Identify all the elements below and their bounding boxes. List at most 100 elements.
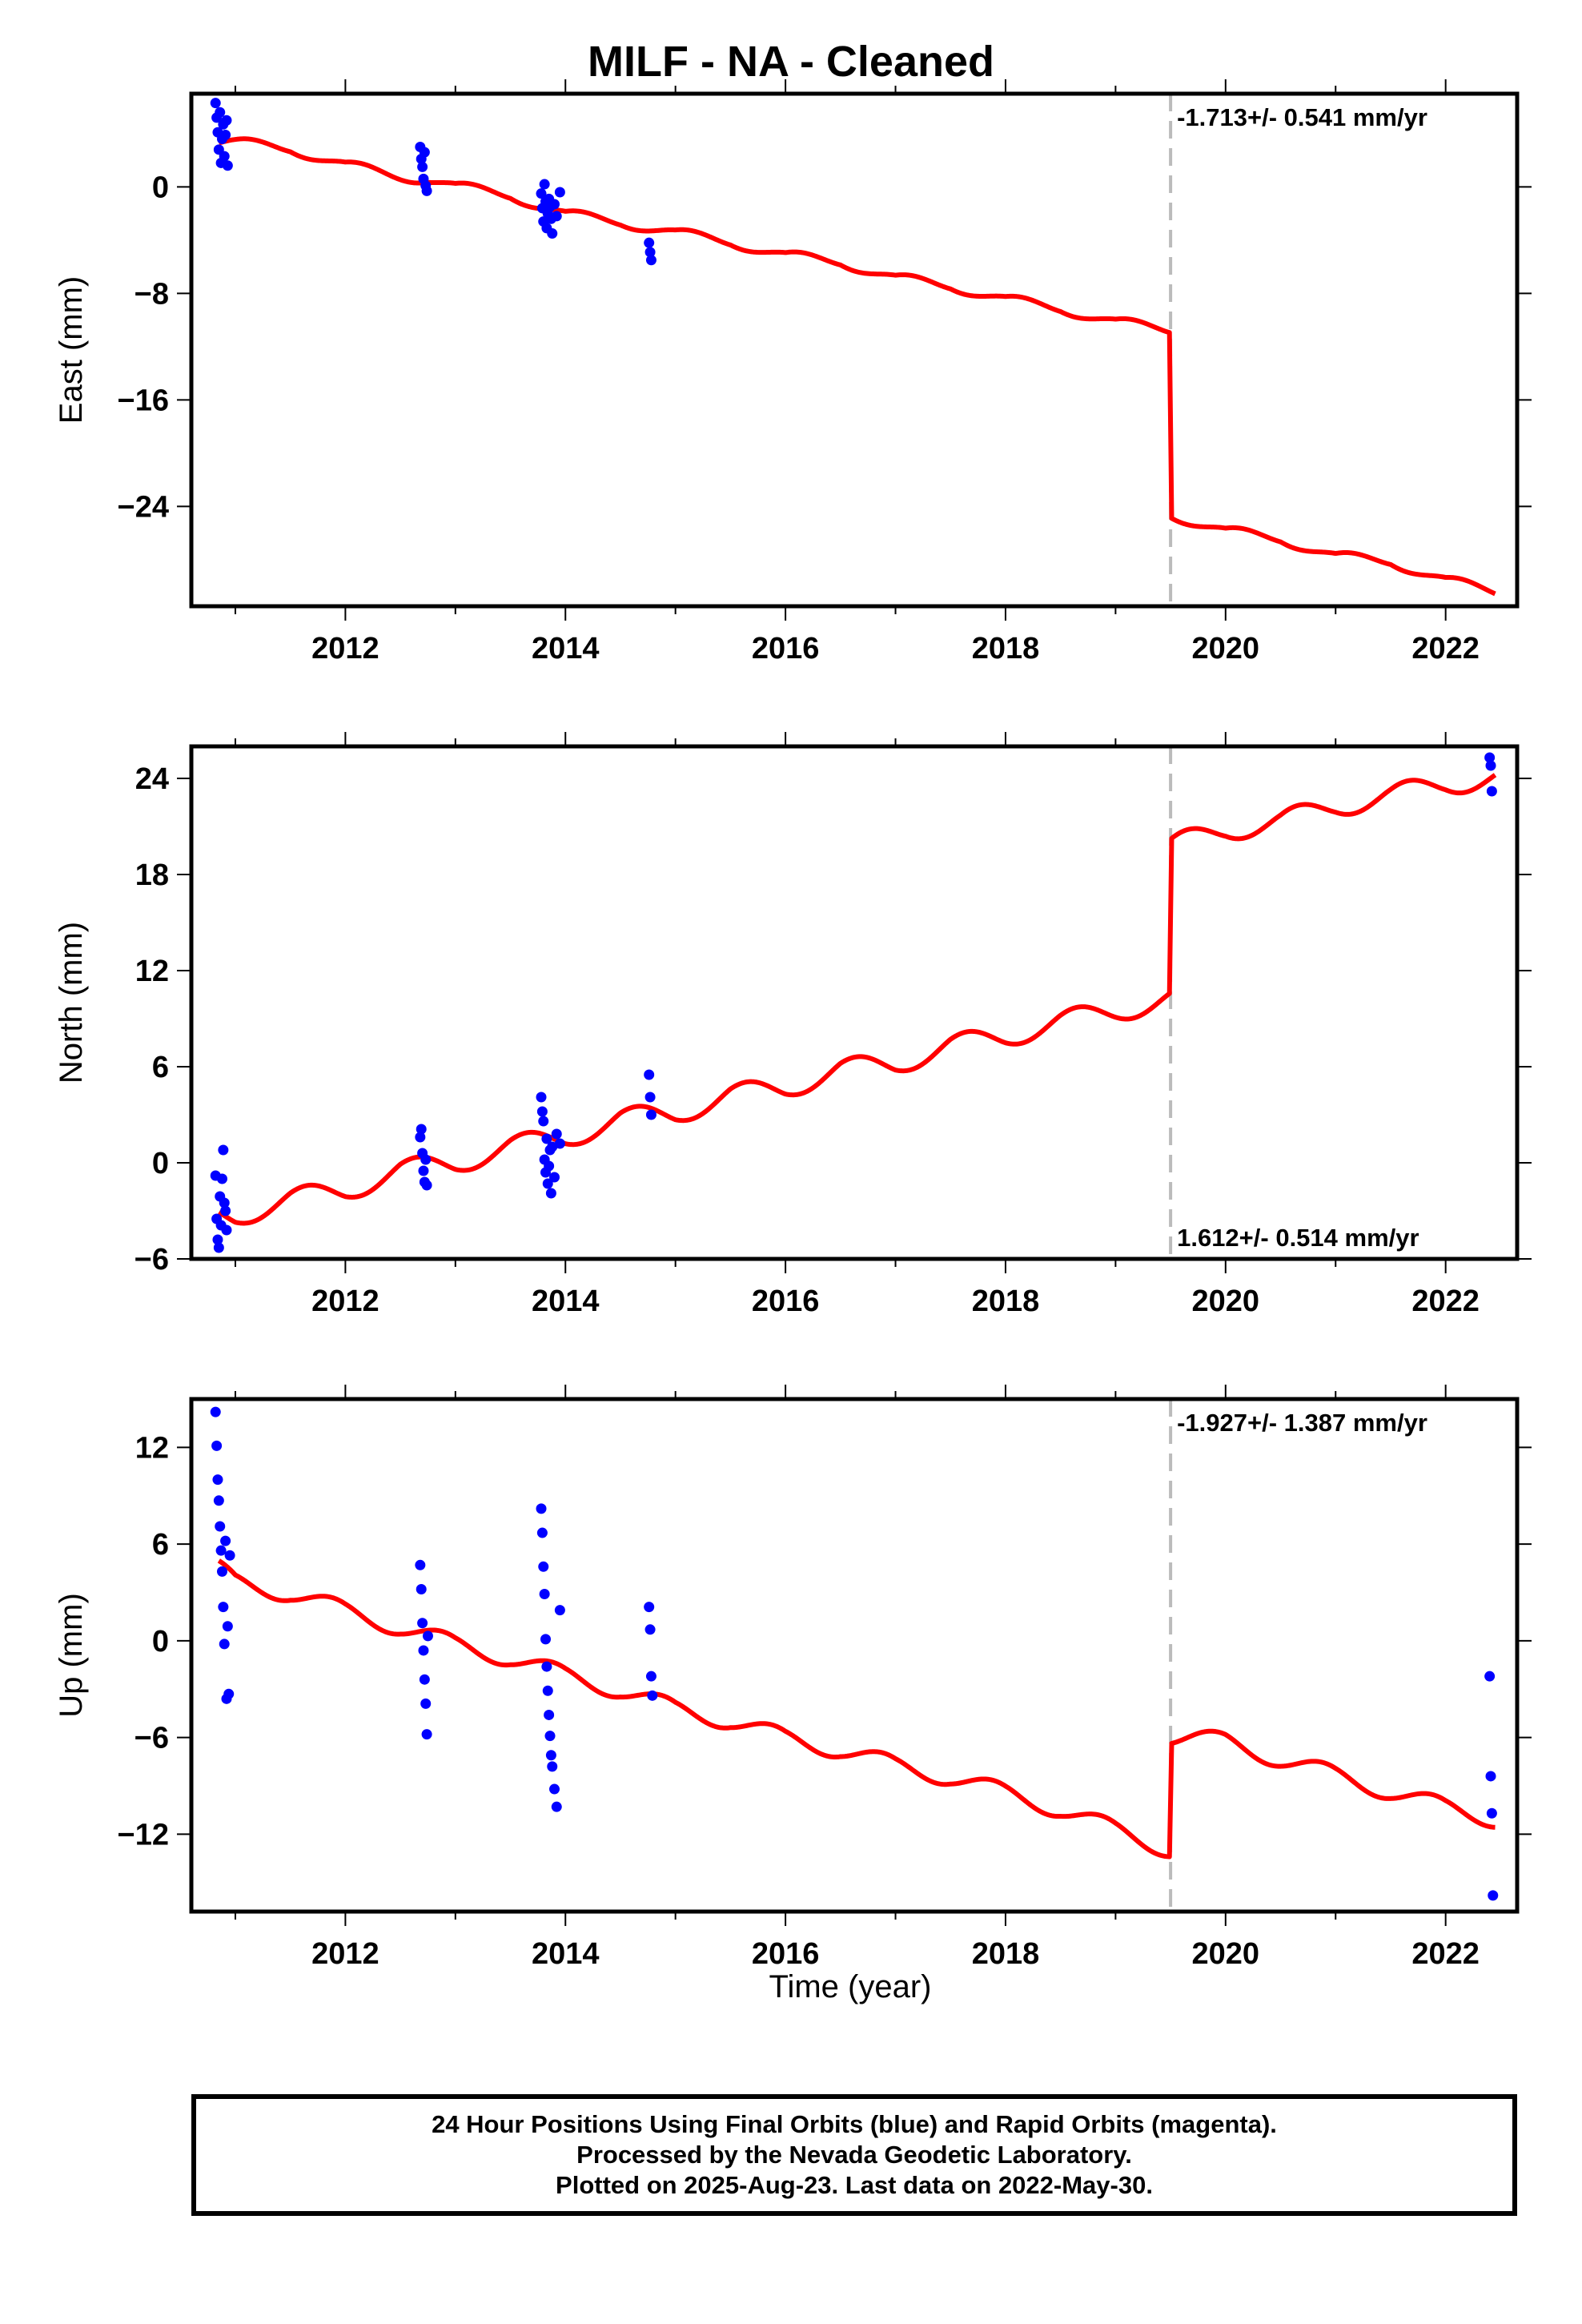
x-tick-label-north-2022: 2022: [1411, 1285, 1480, 1318]
data-point-east: [549, 199, 560, 210]
x-tick-label-up-2018: 2018: [972, 1937, 1040, 1971]
data-point-up: [215, 1545, 227, 1556]
data-point-up: [1484, 1671, 1496, 1682]
data-point-up: [644, 1602, 655, 1613]
chart-title: MILF - NA - Cleaned: [588, 38, 994, 86]
x-tick-label-east-2014: 2014: [532, 632, 600, 665]
data-point-up: [541, 1661, 552, 1672]
data-point-up: [1485, 1771, 1496, 1782]
x-tick-label-up-2022: 2022: [1411, 1937, 1480, 1971]
data-point-north: [219, 1197, 230, 1208]
data-point-up: [219, 1638, 230, 1650]
data-point-up: [540, 1634, 552, 1645]
data-point-north: [551, 1128, 562, 1140]
x-tick-label-north-2014: 2014: [532, 1285, 600, 1318]
data-point-east: [644, 237, 655, 248]
plot-frame-up: [189, 1397, 1520, 1914]
data-point-north: [421, 1180, 432, 1191]
data-point-up: [551, 1801, 562, 1812]
rate-label-north: 1.612+/- 0.514 mm/yr: [1177, 1224, 1419, 1252]
data-point-east: [551, 211, 562, 222]
x-tick-label-up-2014: 2014: [532, 1937, 600, 1971]
data-point-east: [539, 179, 550, 190]
x-axis-title: Time (year): [769, 1969, 932, 2004]
panel-up: 2012 2014 2016 2018 2020 2022 12 6 0 −6 −12 Up (mm)…: [54, 1385, 1532, 1971]
data-point-north: [415, 1132, 426, 1143]
data-point-up: [416, 1583, 427, 1594]
plot-area-north: [210, 746, 1497, 1259]
data-point-north: [1486, 786, 1497, 797]
y-tick-label-north-12: 12: [135, 955, 169, 988]
y-tick-label-north-0: 0: [152, 1147, 169, 1180]
data-point-north: [544, 1160, 555, 1172]
y-tick-label-east--16: −16: [118, 384, 169, 417]
y-tick-label-north-24: 24: [135, 762, 169, 796]
data-point-north: [216, 1173, 227, 1184]
y-tick-label-east--24: −24: [118, 490, 169, 524]
x-tick-label-north-2016: 2016: [752, 1285, 820, 1318]
x-tick-label-up-2016: 2016: [752, 1937, 820, 1971]
data-point-up: [220, 1535, 231, 1546]
data-point-north: [220, 1205, 231, 1216]
y-tick-label-north--6: −6: [135, 1243, 169, 1277]
data-point-north: [645, 1109, 656, 1120]
data-point-up: [644, 1624, 656, 1635]
data-point-north: [554, 1138, 565, 1149]
data-point-north: [416, 1124, 427, 1135]
data-point-up: [539, 1589, 550, 1600]
y-tick-label-up--12: −12: [118, 1818, 169, 1852]
data-point-up: [544, 1731, 556, 1742]
data-point-up: [211, 1440, 223, 1451]
y-tick-label-up-6: 6: [152, 1528, 169, 1562]
data-point-east: [215, 107, 226, 118]
panel-east: 2012 2014 2016 2018 2020 2022 0 −8 −16 −24 East (m…: [54, 79, 1532, 665]
data-point-up: [421, 1729, 432, 1740]
data-point-east: [417, 161, 428, 172]
x-tick-label-east-2018: 2018: [972, 632, 1040, 665]
data-point-up: [213, 1495, 224, 1506]
plot-area-east: [210, 94, 1497, 606]
x-tick-label-east-2020: 2020: [1192, 632, 1260, 665]
x-tick-label-up-2012: 2012: [311, 1937, 379, 1971]
data-point-north: [1485, 760, 1496, 771]
y-tick-label-up--6: −6: [135, 1722, 169, 1755]
y-tick-label-north-6: 6: [152, 1051, 169, 1084]
data-point-east: [220, 130, 231, 141]
y-tick-label-up-0: 0: [152, 1625, 169, 1659]
data-point-east: [554, 187, 565, 198]
data-point-north: [221, 1224, 232, 1236]
data-point-up: [224, 1550, 235, 1561]
data-point-up: [538, 1561, 549, 1572]
data-point-north: [644, 1092, 656, 1103]
model-fit-curve-up: [217, 1558, 1497, 1860]
model-fit-curve-east: [217, 136, 1497, 597]
data-point-east: [419, 147, 430, 158]
data-point-up: [216, 1566, 227, 1577]
data-point-up: [210, 1406, 221, 1417]
data-point-up: [417, 1618, 428, 1629]
data-point-up: [549, 1783, 560, 1795]
data-point-up: [419, 1674, 430, 1685]
footer-line-processed-by: Processed by the Nevada Geodetic Laborat…: [576, 2141, 1132, 2169]
data-point-up: [536, 1527, 548, 1538]
data-point-up: [223, 1688, 235, 1699]
x-tick-label-east-2022: 2022: [1411, 632, 1480, 665]
data-point-north: [644, 1069, 655, 1080]
y-tick-label-east--8: −8: [135, 277, 169, 311]
data-point-north: [542, 1178, 553, 1189]
data-point-east: [547, 228, 558, 239]
data-point-north: [549, 1172, 560, 1183]
data-point-north: [541, 1133, 552, 1144]
data-point-east: [210, 98, 221, 109]
data-point-north: [418, 1165, 429, 1176]
data-point-north: [538, 1116, 549, 1127]
data-point-up: [645, 1671, 656, 1682]
data-point-east: [536, 188, 547, 199]
data-point-east: [222, 160, 233, 171]
data-point-up: [218, 1602, 229, 1613]
data-point-north: [213, 1242, 224, 1253]
data-point-north: [536, 1106, 548, 1117]
data-point-up: [422, 1630, 433, 1642]
data-point-up: [536, 1503, 547, 1514]
